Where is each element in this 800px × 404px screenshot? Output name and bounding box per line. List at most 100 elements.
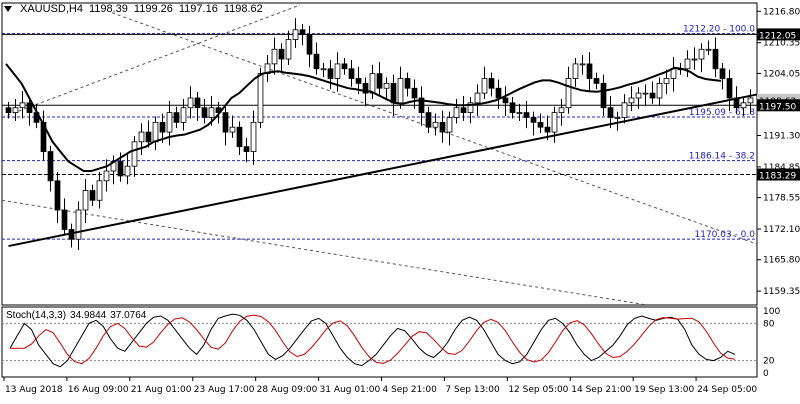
candle-bull [628,97,635,104]
candle-bull [250,121,257,152]
candle-bear [600,82,607,109]
candle-bull [474,92,481,104]
candle-bull [635,92,642,99]
candle-bull [152,121,159,143]
candle-bull [698,48,705,60]
candle-bear [348,68,355,79]
candle-bear [222,112,229,133]
candle-bear [306,34,313,55]
oscillator-scale-label: 80 [763,319,775,329]
candle-bear [726,78,733,99]
oscillator-label: Stoch(14,3,3) [6,310,67,321]
candle-bear [649,92,656,99]
time-axis-label: 7 Sep 13:00 [445,385,500,395]
fib-level-label: 1195.09 - 61.8 [689,108,755,118]
price-badge [757,99,800,112]
candle-bull [138,131,145,143]
price-axis-label: 1159.35 [763,287,800,297]
time-axis-label: 28 Aug 09:00 [257,385,318,395]
candle-bull [208,107,215,118]
candle-bull [124,165,131,177]
candle-bull [229,126,236,133]
candle-bear [236,126,243,148]
candle-bear [439,121,446,133]
time-axis-label: 23 Aug 17:00 [194,385,255,395]
candle-bull [740,102,747,109]
candle-bull [271,48,278,65]
candle-bear [117,160,124,177]
candle-bull [187,97,194,109]
candle-bear [5,107,12,113]
price-axis-label: 1210.35 [763,39,800,49]
candle-bull [103,170,110,182]
candle-bear [390,82,397,104]
candle-bear [712,48,719,70]
candle-bear [26,102,33,113]
time-axis-label: 21 Aug 01:00 [131,385,192,395]
symbol-dropdown-icon[interactable] [4,6,12,12]
candle-bull [19,102,26,109]
candle-bull [663,78,670,84]
candle-bear [376,73,383,89]
price-pane-frame [1,2,758,306]
candle-bull [96,180,103,201]
time-axis-label: 31 Aug 01:00 [320,385,381,395]
candle-bear [54,180,61,211]
candle-bull [691,58,698,61]
price-axis-label: 1172.10 [763,225,800,235]
candle-bull [516,112,523,114]
candle-bear [278,48,285,60]
candle-bear [509,102,516,113]
candle-bear [40,121,47,152]
time-axis-label: 13 Aug 2018 [5,385,63,395]
oscillator-header: Stoch(14,3,3) 34.9844 37.0764 [6,310,146,321]
candle-bull [82,190,89,211]
price-axis-label: 1178.55 [763,194,800,204]
candle-bull [334,63,341,79]
candle-bull [572,63,579,79]
time-axis-label: 19 Sep 13:00 [634,385,694,395]
price-axis-label: 1204.05 [763,69,800,79]
candle-bull [656,82,663,99]
candle-bear [495,87,502,99]
price-badge [757,168,800,181]
candle-bear [537,121,544,128]
candle-bear [502,97,509,104]
price-badge-label: 1183.29 [759,172,796,182]
time-axis-label: 4 Sep 21:00 [383,385,438,395]
candle-bear [544,126,551,133]
candle-bear [607,107,614,118]
candle-bull [481,78,488,94]
candle-bear [460,107,467,113]
diagonal-guide-line [111,12,758,245]
candle-bull [621,102,628,118]
price-axis-label: 1165.80 [763,256,800,266]
candle-bull [453,107,460,118]
stochastic-d-line [10,314,736,365]
candle-bull [579,63,586,66]
stochastic-k-line [9,313,736,368]
candle-bull [75,209,82,240]
oscillator-scale-label: 0 [763,369,769,379]
candle-bear [425,112,432,128]
time-axis-label: 14 Sep 21:00 [571,385,631,395]
open-value: 1198.39 [88,3,128,15]
candle-bull [432,121,439,128]
symbol-timeframe: XAUUSD,H4 [20,3,83,15]
candle-bear [411,87,418,99]
candle-bear [243,146,250,152]
candle-bull [131,141,138,167]
candle-bear [201,107,208,118]
candle-bear [530,117,537,123]
candle-bull [705,48,712,51]
close-value: 1198.62 [223,3,263,15]
candle-bear [341,63,348,70]
ascending-trendline [8,93,757,248]
candle-bull [166,112,173,133]
candle-bull [285,39,292,60]
candle-bear [299,29,306,36]
time-axis-label: 16 Aug 09:00 [68,385,129,395]
candle-bear [719,68,726,79]
diagonal-guide-line [1,4,301,118]
